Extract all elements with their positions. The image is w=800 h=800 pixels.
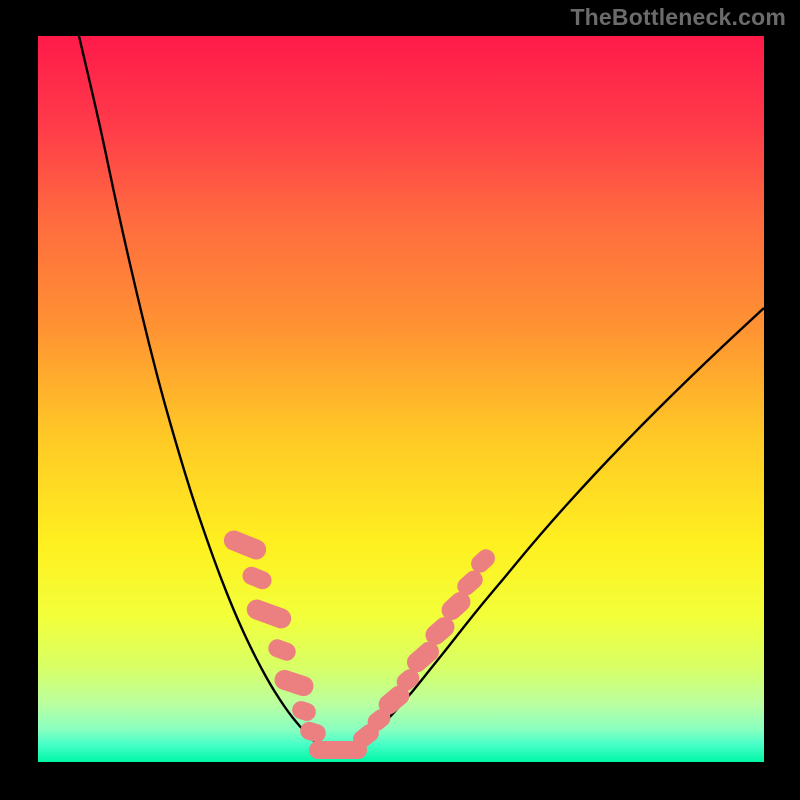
plot-background — [38, 36, 764, 762]
chart-container: { "watermark": { "text": "TheBottleneck.… — [0, 0, 800, 800]
watermark-text: TheBottleneck.com — [570, 4, 786, 31]
bottleneck-curve-plot — [0, 0, 800, 800]
